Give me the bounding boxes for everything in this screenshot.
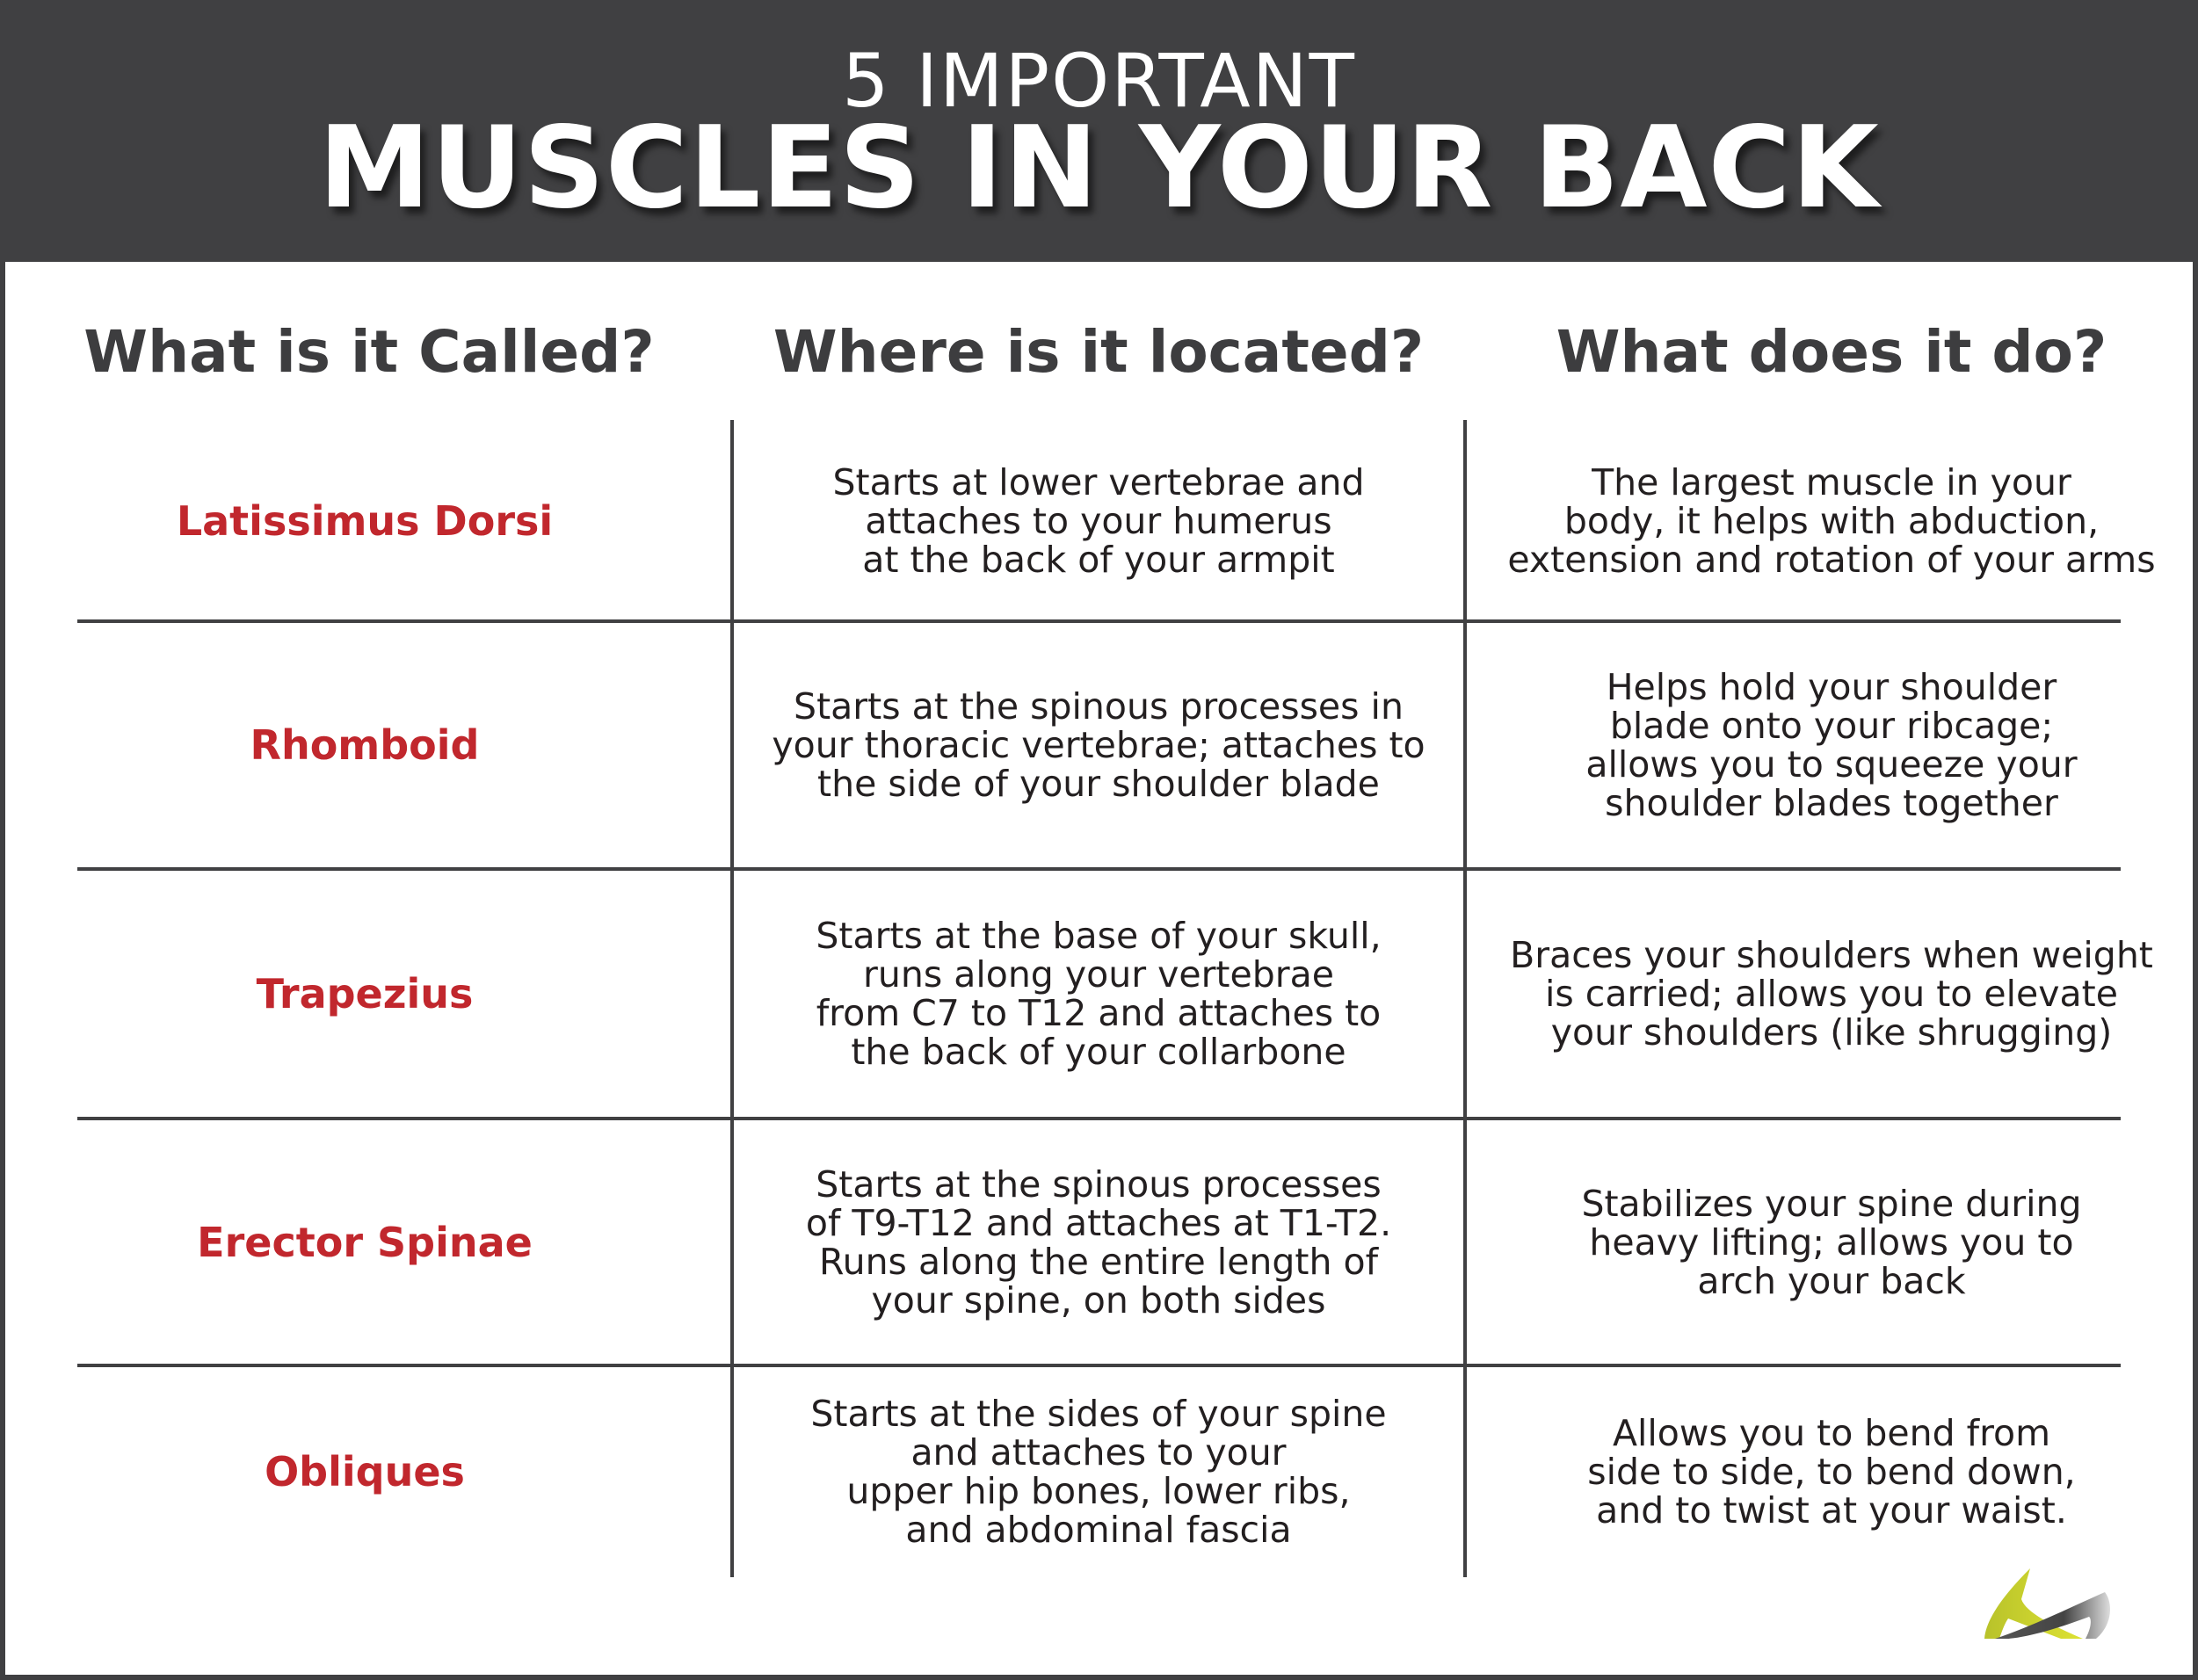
muscle-location: Starts at the spinous processes of T9-T1… [805, 1162, 1392, 1322]
muscle-function: Allows you to bend from side to side, to… [1587, 1411, 2076, 1532]
muscle-name: Trapezius [256, 970, 474, 1017]
muscle-function: Stabilizes your spine during heavy lifti… [1581, 1182, 2082, 1302]
column-header-name: What is it Called? [83, 317, 655, 386]
muscle-function: Braces your shoulders when weight is car… [1510, 934, 2153, 1054]
header-banner: 5 IMPORTANT MUSCLES IN YOUR BACK [0, 0, 2198, 262]
muscle-location: Starts at the spinous processes in your … [772, 685, 1425, 805]
row-divider [77, 867, 2121, 871]
brand-logo-icon [1984, 1568, 2110, 1639]
muscle-name: Erector Spinae [197, 1218, 533, 1266]
muscle-function: The largest muscle in your body, it help… [1507, 460, 2156, 581]
muscle-function: Helps hold your shoulder blade onto your… [1585, 666, 2078, 824]
column-header-location: Where is it located? [773, 317, 1425, 386]
muscle-location: Starts at the base of your skull, runs a… [816, 915, 1382, 1073]
subtitle: 5 IMPORTANT [842, 38, 1356, 124]
row-divider [77, 1364, 2121, 1367]
muscle-name: Latissimus Dorsi [176, 496, 554, 545]
muscle-location: Starts at lower vertebrae and attaches t… [832, 460, 1365, 581]
content-panel [5, 262, 2193, 1675]
muscle-location: Starts at the sides of your spine and at… [810, 1392, 1387, 1551]
muscle-name: Rhomboid [250, 721, 480, 769]
column-divider [730, 420, 734, 1577]
row-divider [77, 619, 2121, 623]
page-title: MUSCLES IN YOUR BACK [318, 103, 1880, 234]
row-divider [77, 1117, 2121, 1120]
muscle-name: Obliques [265, 1447, 465, 1495]
column-header-function: What does it do? [1556, 317, 2107, 386]
column-divider [1463, 420, 1467, 1577]
